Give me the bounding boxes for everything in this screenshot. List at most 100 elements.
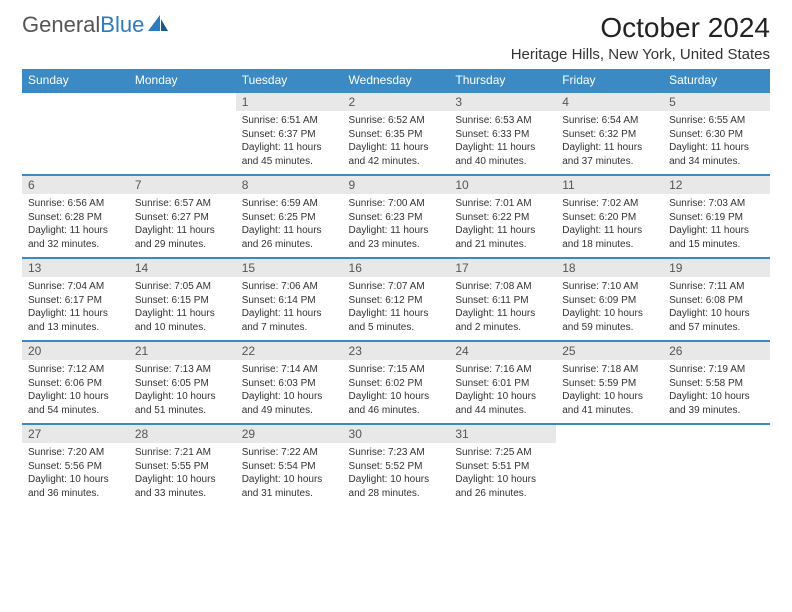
day-info: Sunrise: 7:20 AMSunset: 5:56 PMDaylight:… [22, 443, 129, 506]
day-info: Sunrise: 7:22 AMSunset: 5:54 PMDaylight:… [236, 443, 343, 506]
brand-name-part1: General [22, 12, 100, 37]
calendar-day-cell: 9Sunrise: 7:00 AMSunset: 6:23 PMDaylight… [343, 175, 450, 258]
calendar-day-cell: 26Sunrise: 7:19 AMSunset: 5:58 PMDayligh… [663, 341, 770, 424]
day-header: Tuesday [236, 69, 343, 92]
calendar-day-cell: 22Sunrise: 7:14 AMSunset: 6:03 PMDayligh… [236, 341, 343, 424]
day-header: Wednesday [343, 69, 450, 92]
day-info: Sunrise: 7:00 AMSunset: 6:23 PMDaylight:… [343, 194, 450, 257]
calendar-day-cell: 8Sunrise: 6:59 AMSunset: 6:25 PMDaylight… [236, 175, 343, 258]
day-info: Sunrise: 7:06 AMSunset: 6:14 PMDaylight:… [236, 277, 343, 340]
calendar-day-cell: 30Sunrise: 7:23 AMSunset: 5:52 PMDayligh… [343, 424, 450, 506]
calendar-day-cell: 24Sunrise: 7:16 AMSunset: 6:01 PMDayligh… [449, 341, 556, 424]
calendar-day-cell: 11Sunrise: 7:02 AMSunset: 6:20 PMDayligh… [556, 175, 663, 258]
day-info: Sunrise: 7:03 AMSunset: 6:19 PMDaylight:… [663, 194, 770, 257]
day-number: 14 [129, 259, 236, 277]
day-info: Sunrise: 7:10 AMSunset: 6:09 PMDaylight:… [556, 277, 663, 340]
calendar-day-cell: 14Sunrise: 7:05 AMSunset: 6:15 PMDayligh… [129, 258, 236, 341]
day-info: Sunrise: 7:02 AMSunset: 6:20 PMDaylight:… [556, 194, 663, 257]
day-info: Sunrise: 7:13 AMSunset: 6:05 PMDaylight:… [129, 360, 236, 423]
month-title: October 2024 [511, 12, 770, 44]
calendar-day-cell: 4Sunrise: 6:54 AMSunset: 6:32 PMDaylight… [556, 92, 663, 175]
day-number: 19 [663, 259, 770, 277]
day-number: 29 [236, 425, 343, 443]
day-header: Thursday [449, 69, 556, 92]
day-info: Sunrise: 7:14 AMSunset: 6:03 PMDaylight:… [236, 360, 343, 423]
day-info: Sunrise: 6:57 AMSunset: 6:27 PMDaylight:… [129, 194, 236, 257]
calendar-week-row: 13Sunrise: 7:04 AMSunset: 6:17 PMDayligh… [22, 258, 770, 341]
calendar-day-cell: 13Sunrise: 7:04 AMSunset: 6:17 PMDayligh… [22, 258, 129, 341]
day-number: 20 [22, 342, 129, 360]
calendar-week-row: 27Sunrise: 7:20 AMSunset: 5:56 PMDayligh… [22, 424, 770, 506]
day-number: 16 [343, 259, 450, 277]
day-info: Sunrise: 7:05 AMSunset: 6:15 PMDaylight:… [129, 277, 236, 340]
calendar-day-cell: 25Sunrise: 7:18 AMSunset: 5:59 PMDayligh… [556, 341, 663, 424]
calendar-day-cell: 21Sunrise: 7:13 AMSunset: 6:05 PMDayligh… [129, 341, 236, 424]
day-number: 7 [129, 176, 236, 194]
day-number: 17 [449, 259, 556, 277]
day-number: 5 [663, 93, 770, 111]
day-number: 12 [663, 176, 770, 194]
calendar-day-cell: 29Sunrise: 7:22 AMSunset: 5:54 PMDayligh… [236, 424, 343, 506]
day-info: Sunrise: 7:11 AMSunset: 6:08 PMDaylight:… [663, 277, 770, 340]
day-number: 10 [449, 176, 556, 194]
day-header: Sunday [22, 69, 129, 92]
day-info: Sunrise: 7:21 AMSunset: 5:55 PMDaylight:… [129, 443, 236, 506]
day-number: 9 [343, 176, 450, 194]
calendar-day-cell: 12Sunrise: 7:03 AMSunset: 6:19 PMDayligh… [663, 175, 770, 258]
day-info: Sunrise: 7:16 AMSunset: 6:01 PMDaylight:… [449, 360, 556, 423]
brand-name-part2: Blue [100, 12, 144, 37]
day-number: 24 [449, 342, 556, 360]
day-info: Sunrise: 7:19 AMSunset: 5:58 PMDaylight:… [663, 360, 770, 423]
day-number: 26 [663, 342, 770, 360]
brand-name: GeneralBlue [22, 12, 144, 38]
calendar-table: SundayMondayTuesdayWednesdayThursdayFrid… [22, 69, 770, 506]
title-block: October 2024 Heritage Hills, New York, U… [511, 12, 770, 63]
day-number: 3 [449, 93, 556, 111]
location-text: Heritage Hills, New York, United States [511, 46, 770, 63]
day-number: 11 [556, 176, 663, 194]
day-info: Sunrise: 7:18 AMSunset: 5:59 PMDaylight:… [556, 360, 663, 423]
calendar-day-cell: 23Sunrise: 7:15 AMSunset: 6:02 PMDayligh… [343, 341, 450, 424]
day-info: Sunrise: 6:59 AMSunset: 6:25 PMDaylight:… [236, 194, 343, 257]
day-info: Sunrise: 7:01 AMSunset: 6:22 PMDaylight:… [449, 194, 556, 257]
day-info: Sunrise: 7:23 AMSunset: 5:52 PMDaylight:… [343, 443, 450, 506]
day-number: 6 [22, 176, 129, 194]
calendar-day-cell: 15Sunrise: 7:06 AMSunset: 6:14 PMDayligh… [236, 258, 343, 341]
calendar-day-cell: 28Sunrise: 7:21 AMSunset: 5:55 PMDayligh… [129, 424, 236, 506]
day-number: 4 [556, 93, 663, 111]
calendar-day-cell: 6Sunrise: 6:56 AMSunset: 6:28 PMDaylight… [22, 175, 129, 258]
day-number: 27 [22, 425, 129, 443]
day-number: 15 [236, 259, 343, 277]
day-info: Sunrise: 7:25 AMSunset: 5:51 PMDaylight:… [449, 443, 556, 506]
day-info: Sunrise: 7:15 AMSunset: 6:02 PMDaylight:… [343, 360, 450, 423]
calendar-header-row: SundayMondayTuesdayWednesdayThursdayFrid… [22, 69, 770, 92]
calendar-day-cell: 5Sunrise: 6:55 AMSunset: 6:30 PMDaylight… [663, 92, 770, 175]
day-info: Sunrise: 7:12 AMSunset: 6:06 PMDaylight:… [22, 360, 129, 423]
day-number: 23 [343, 342, 450, 360]
day-number: 28 [129, 425, 236, 443]
brand-sail-icon [146, 13, 170, 38]
day-info: Sunrise: 6:51 AMSunset: 6:37 PMDaylight:… [236, 111, 343, 174]
calendar-day-cell: 20Sunrise: 7:12 AMSunset: 6:06 PMDayligh… [22, 341, 129, 424]
day-info: Sunrise: 6:52 AMSunset: 6:35 PMDaylight:… [343, 111, 450, 174]
calendar-day-cell: 17Sunrise: 7:08 AMSunset: 6:11 PMDayligh… [449, 258, 556, 341]
day-info: Sunrise: 7:07 AMSunset: 6:12 PMDaylight:… [343, 277, 450, 340]
calendar-day-cell: 16Sunrise: 7:07 AMSunset: 6:12 PMDayligh… [343, 258, 450, 341]
brand-logo: GeneralBlue [22, 12, 170, 38]
day-info: Sunrise: 6:55 AMSunset: 6:30 PMDaylight:… [663, 111, 770, 174]
calendar-day-cell: 3Sunrise: 6:53 AMSunset: 6:33 PMDaylight… [449, 92, 556, 175]
day-header: Saturday [663, 69, 770, 92]
calendar-week-row: 6Sunrise: 6:56 AMSunset: 6:28 PMDaylight… [22, 175, 770, 258]
calendar-day-cell: ..... [129, 92, 236, 175]
calendar-body: ..........1Sunrise: 6:51 AMSunset: 6:37 … [22, 92, 770, 506]
calendar-day-cell: 10Sunrise: 7:01 AMSunset: 6:22 PMDayligh… [449, 175, 556, 258]
day-number: 18 [556, 259, 663, 277]
calendar-day-cell: ..... [22, 92, 129, 175]
day-info: Sunrise: 6:53 AMSunset: 6:33 PMDaylight:… [449, 111, 556, 174]
calendar-day-cell: 19Sunrise: 7:11 AMSunset: 6:08 PMDayligh… [663, 258, 770, 341]
day-number: 22 [236, 342, 343, 360]
day-info: Sunrise: 7:08 AMSunset: 6:11 PMDaylight:… [449, 277, 556, 340]
day-number: 8 [236, 176, 343, 194]
calendar-day-cell: 1Sunrise: 6:51 AMSunset: 6:37 PMDaylight… [236, 92, 343, 175]
calendar-week-row: 20Sunrise: 7:12 AMSunset: 6:06 PMDayligh… [22, 341, 770, 424]
